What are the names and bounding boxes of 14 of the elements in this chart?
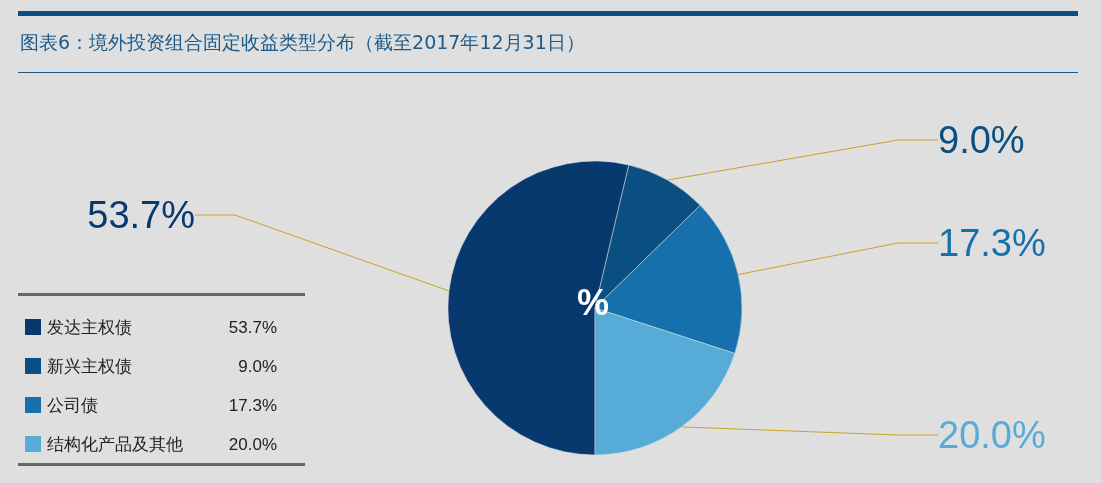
chart-title: 图表6：境外投资组合固定收益类型分布（截至2017年12月31日） <box>20 30 585 55</box>
text: % <box>577 281 610 323</box>
text: 17.3% <box>228 395 277 415</box>
text: 53.7% <box>228 317 277 337</box>
legend-label: 结构化产品及其他 <box>47 434 183 454</box>
data-label: 53.7% <box>87 194 195 236</box>
legend-label: 公司债 <box>47 395 98 415</box>
legend-label: 发达主权债 <box>47 317 132 337</box>
text: 9.0% <box>238 356 277 376</box>
text: 20.0% <box>228 434 277 454</box>
data-label: 17.3% <box>938 222 1046 264</box>
data-label: 9.0% <box>938 119 1025 161</box>
data-label: 20.0% <box>938 414 1046 456</box>
legend-label: 新兴主权债 <box>47 356 132 376</box>
